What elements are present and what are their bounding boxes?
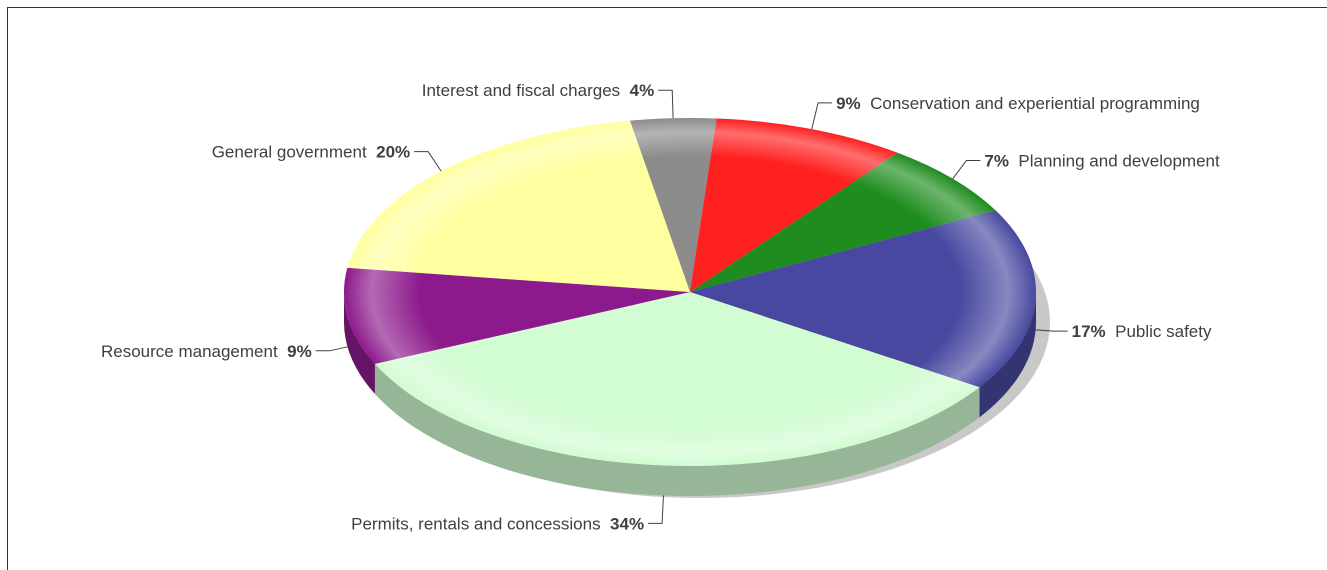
slice-percent: 20% <box>376 143 410 162</box>
chart-frame <box>7 7 1327 570</box>
leader-line-general-government <box>414 151 442 172</box>
slice-name: Resource management <box>101 342 278 361</box>
leader-line-planning-and-development <box>952 160 981 180</box>
slice-name: Public safety <box>1115 322 1212 341</box>
slice-percent: 9% <box>836 94 861 113</box>
slice-label-planning-and-development: 7% Planning and development <box>984 152 1220 171</box>
leader-line-conservation-and-experiential-programming <box>811 102 833 130</box>
slice-name: Interest and fiscal charges <box>422 81 620 100</box>
leader-line-interest-and-fiscal-charges <box>658 89 674 119</box>
slice-name: Conservation and experiential programmin… <box>870 94 1200 113</box>
slice-label-resource-management: Resource management 9% <box>101 342 312 361</box>
slice-name: Permits, rentals and concessions <box>351 514 600 533</box>
slice-percent: 34% <box>610 514 644 533</box>
leader-line-permits-rentals-and-concessions <box>648 495 664 524</box>
leader-line-public-safety <box>1035 329 1068 332</box>
slice-name: Planning and development <box>1018 152 1220 171</box>
slice-percent: 7% <box>984 152 1009 171</box>
slice-percent: 4% <box>630 81 655 100</box>
slice-label-conservation-and-experiential-programming: 9% Conservation and experiential program… <box>836 94 1200 113</box>
slice-percent: 17% <box>1072 322 1106 341</box>
slice-name: General government <box>212 143 367 162</box>
slice-percent: 9% <box>287 342 312 361</box>
slice-label-permits-rentals-and-concessions: Permits, rentals and concessions 34% <box>351 514 644 533</box>
leader-line-resource-management <box>315 346 348 352</box>
slice-label-interest-and-fiscal-charges: Interest and fiscal charges 4% <box>422 81 654 100</box>
slice-label-general-government: General government 20% <box>212 143 410 162</box>
slice-label-public-safety: 17% Public safety <box>1072 322 1212 341</box>
